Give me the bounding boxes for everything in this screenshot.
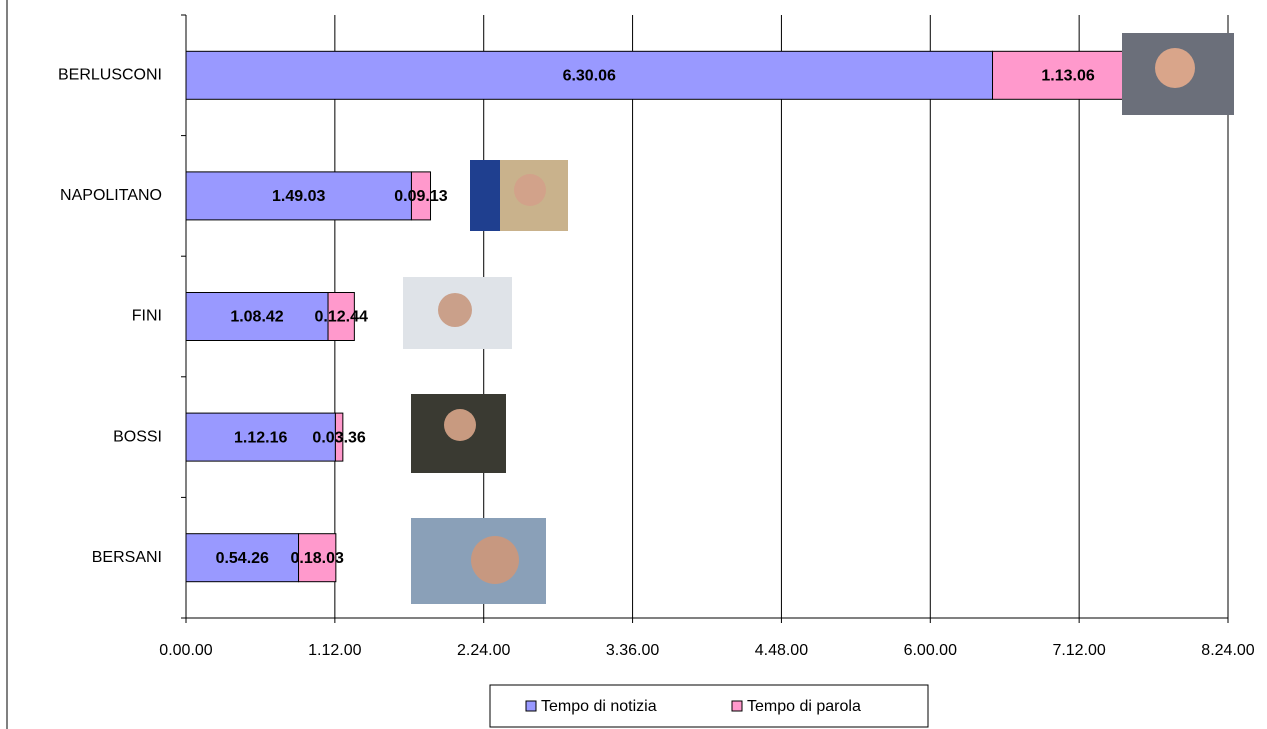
photo-face bbox=[1155, 48, 1195, 88]
plot-area: 0.00.00 1.12.00 2.24.00 3.36.00 4.48.00 6.00.… bbox=[58, 15, 1255, 659]
value-label: 1.08.42 bbox=[230, 309, 283, 326]
value-label: 1.13.06 bbox=[1041, 68, 1094, 85]
y-tick-label: FINI bbox=[132, 308, 162, 325]
photo-face bbox=[471, 536, 519, 584]
value-label: 0.54.26 bbox=[216, 550, 269, 567]
photos bbox=[403, 33, 1234, 604]
x-tick-label: 8.24.00 bbox=[1201, 642, 1254, 659]
x-tick-label: 0.00.00 bbox=[159, 642, 212, 659]
y-tick-label: BERLUSCONI bbox=[58, 67, 162, 84]
legend-swatch bbox=[732, 701, 742, 711]
y-tick-label: NAPOLITANO bbox=[60, 187, 162, 204]
x-tick-label: 6.00.00 bbox=[904, 642, 957, 659]
y-tick-label: BOSSI bbox=[113, 428, 162, 445]
photo-face bbox=[514, 174, 546, 206]
x-tick-label: 1.12.00 bbox=[308, 642, 361, 659]
x-tick-label: 3.36.00 bbox=[606, 642, 659, 659]
photo-face bbox=[444, 409, 476, 441]
legend-label: Tempo di parola bbox=[747, 698, 861, 715]
y-tick-label: BERSANI bbox=[92, 549, 162, 566]
legend-label: Tempo di notizia bbox=[541, 698, 657, 715]
value-label: 1.49.03 bbox=[272, 188, 325, 205]
value-label: 1.12.16 bbox=[234, 429, 287, 446]
photo-flag bbox=[470, 160, 500, 231]
value-label: 0.12.44 bbox=[315, 309, 368, 326]
photo-face bbox=[438, 293, 472, 327]
chart: 0.00.00 1.12.00 2.24.00 3.36.00 4.48.00 6.00.… bbox=[0, 0, 1267, 729]
x-tick-label: 2.24.00 bbox=[457, 642, 510, 659]
x-tick-label: 4.48.00 bbox=[755, 642, 808, 659]
x-tick-label: 7.12.00 bbox=[1052, 642, 1105, 659]
value-label: 0.03.36 bbox=[312, 429, 365, 446]
value-label: 6.30.06 bbox=[563, 68, 616, 85]
value-label: 0.18.03 bbox=[291, 550, 344, 567]
value-label: 0.09.13 bbox=[394, 188, 447, 205]
legend-swatch bbox=[526, 701, 536, 711]
